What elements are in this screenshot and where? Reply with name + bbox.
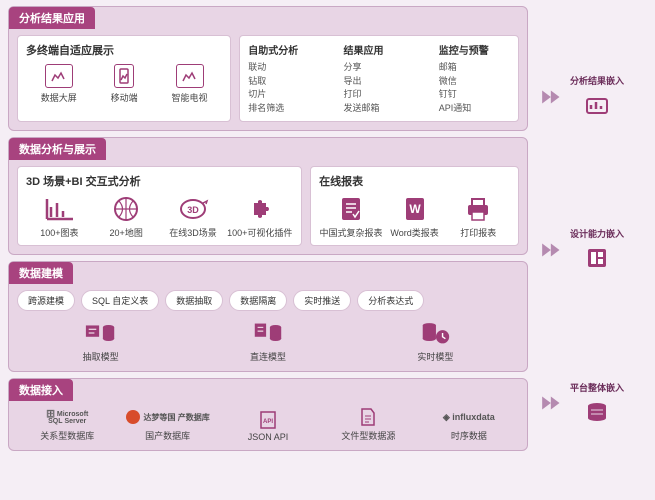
embed-platform-label: 平台整体嵌入 [570, 381, 624, 394]
right-embed-col: 分析结果嵌入 设计能力嵌入 平台整体嵌入 [536, 0, 655, 500]
panel1-left: 多终端自适应展示 数据大屏 移动端 智能电视 [17, 35, 231, 122]
ds-file: 文件型数据源 [318, 407, 418, 442]
charts-icon: 100+图表 [26, 195, 93, 239]
ds-influx: ◈ influxdata 时序数据 [419, 407, 519, 442]
map-icon: 20+地图 [93, 195, 160, 239]
pill-sql: SQL 自定义表 [81, 290, 159, 311]
panel4-title: 数据接入 [9, 379, 73, 401]
col-selfservice: 自助式分析 联动 钻取 切片 排名筛选 [248, 42, 319, 115]
panel-data-access: 数据接入 🗄 MicrosoftSQL Server 关系型数据库 达梦等国 产… [8, 378, 528, 451]
realtime-model-icon: 实时模型 [352, 319, 519, 363]
arrow-icon [540, 390, 566, 416]
ds-sqlserver: 🗄 MicrosoftSQL Server 关系型数据库 [17, 407, 117, 442]
3d-icon: 3D 在线3D场景 [160, 195, 227, 239]
terminal-big-screen: 数据大屏 [26, 64, 91, 104]
panel-analysis-display: 数据分析与展示 3D 场景+BI 交互式分析 100+图表 20+地图 3D 在… [8, 137, 528, 255]
pill-realtime: 实时推送 [293, 290, 351, 311]
panel3-title: 数据建模 [9, 262, 73, 284]
embed-result-icon [583, 91, 611, 119]
arrow-icon [540, 84, 566, 110]
complex-report-icon: 中国式复杂报表 [319, 195, 383, 239]
pill-expr: 分析表达式 [357, 290, 424, 311]
panel1-title: 分析结果应用 [9, 7, 95, 29]
panel1-right: 自助式分析 联动 钻取 切片 排名筛选 结果应用 分享 导出 打印 发送邮箱 [239, 35, 519, 122]
direct-model-icon: 直连模型 [184, 319, 351, 363]
panel1-left-title: 多终端自适应展示 [26, 42, 222, 58]
terminal-mobile: 移动端 [91, 64, 156, 104]
embed-result-label: 分析结果嵌入 [570, 74, 624, 87]
panel2-title: 数据分析与展示 [9, 138, 106, 160]
panel2-right: 在线报表 中国式复杂报表 W Word类报表 打印报表 [310, 166, 519, 246]
print-report-icon: 打印报表 [446, 195, 510, 239]
panel2-left: 3D 场景+BI 交互式分析 100+图表 20+地图 3D 在线3D场景 [17, 166, 302, 246]
ds-domestic: 达梦等国 产数据库 国产数据库 [117, 407, 217, 442]
ds-jsonapi: API JSON API [218, 410, 318, 442]
svg-text:API: API [263, 419, 273, 425]
word-report-icon: W Word类报表 [383, 195, 447, 239]
pill-cross-source: 跨源建模 [17, 290, 75, 311]
plugin-icon: 100+可视化插件 [226, 195, 293, 239]
pill-isolation: 数据隔离 [229, 290, 287, 311]
panel-data-model: 数据建模 跨源建模 SQL 自定义表 数据抽取 数据隔离 实时推送 分析表达式 … [8, 261, 528, 372]
arrow-icon [540, 237, 566, 263]
pill-extract: 数据抽取 [165, 290, 223, 311]
col-results: 结果应用 分享 导出 打印 发送邮箱 [344, 42, 415, 115]
embed-design-icon [583, 244, 611, 272]
panel-results-app: 分析结果应用 多终端自适应展示 数据大屏 移动端 智能电视 [8, 6, 528, 131]
svg-text:W: W [409, 202, 421, 216]
extract-model-icon: 抽取模型 [17, 319, 184, 363]
embed-design-label: 设计能力嵌入 [570, 227, 624, 240]
embed-platform-icon [583, 398, 611, 426]
col-monitor: 监控与预警 邮箱 微信 钉钉 API通知 [439, 42, 510, 115]
svg-text:3D: 3D [187, 205, 199, 215]
terminal-tv: 智能电视 [157, 64, 222, 104]
